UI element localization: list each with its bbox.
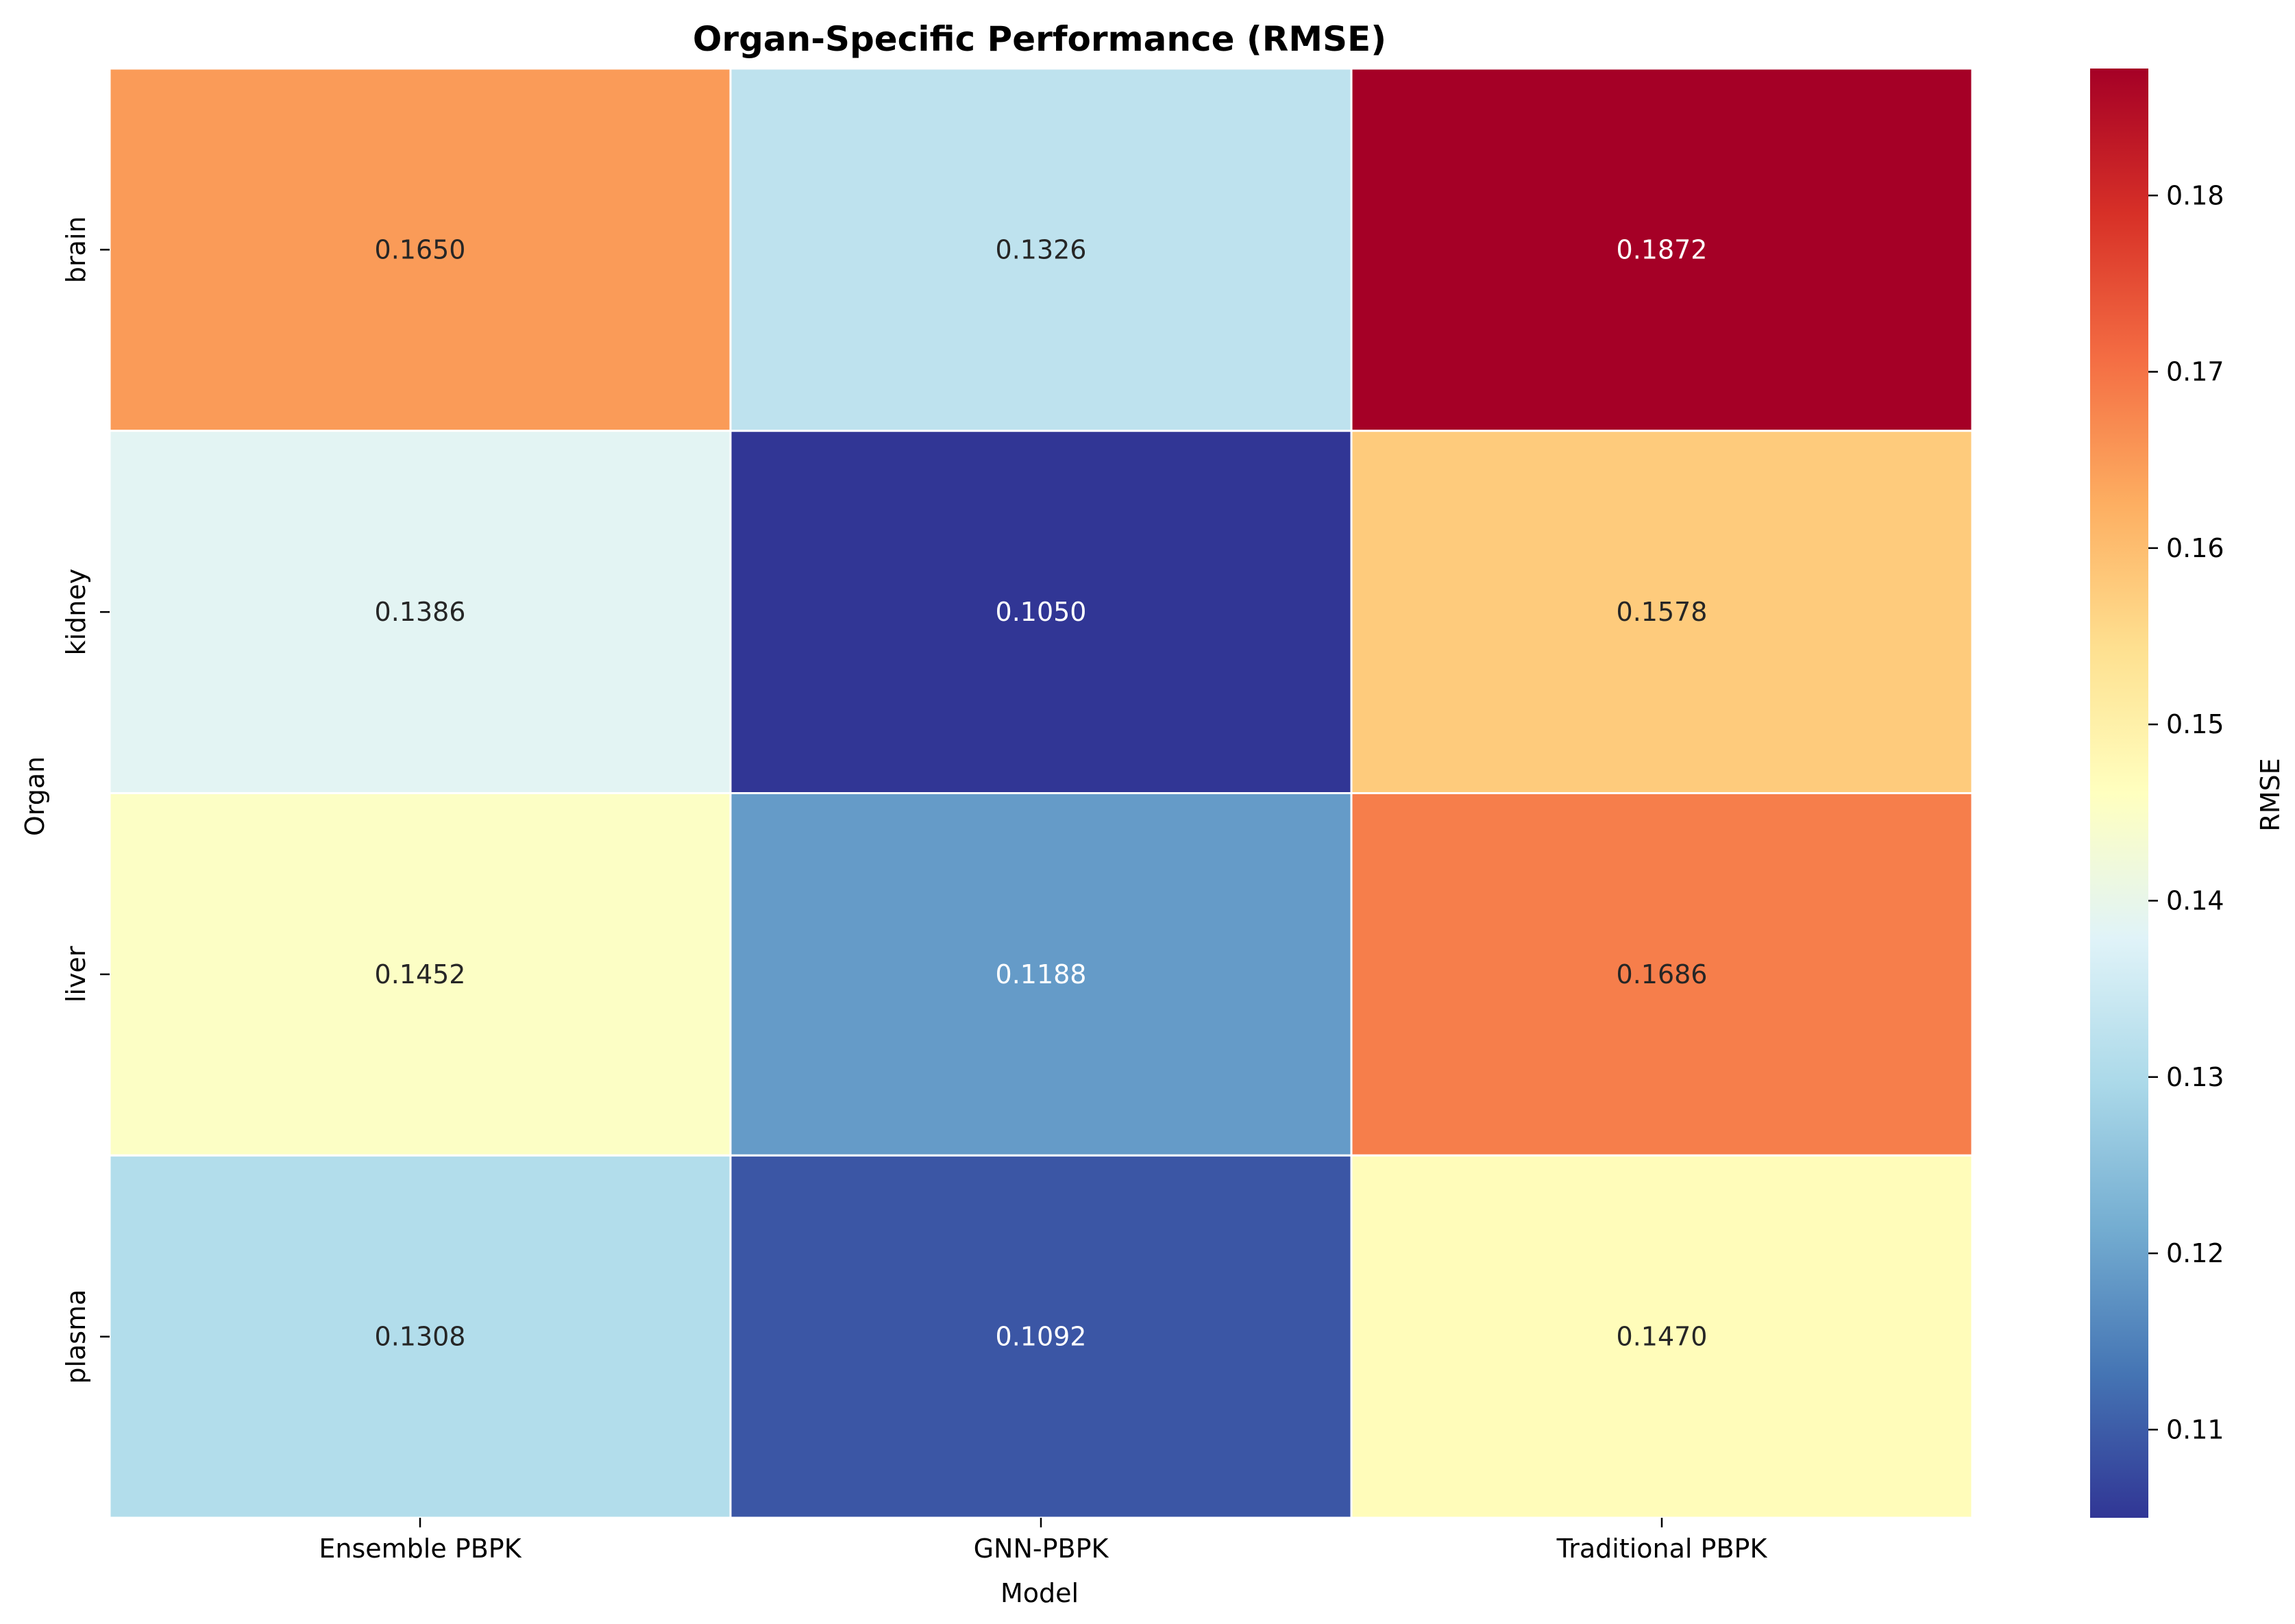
cell-value-label: 0.1326 [996, 234, 1087, 264]
x-axis-label: Model [1001, 1578, 1079, 1608]
cell-value-label: 0.1308 [375, 1322, 466, 1352]
heatmap-cell [108, 67, 732, 432]
y-axis-label: Organ [20, 756, 50, 836]
y-tick-label: liver [61, 946, 91, 1002]
cell-value-label: 0.1686 [1617, 959, 1708, 989]
heatmap-cell [729, 792, 1353, 1157]
cell-value-label: 0.1650 [375, 234, 466, 264]
x-tick-label: GNN-PBPK [974, 1534, 1109, 1564]
y-tick-label: kidney [61, 569, 91, 656]
y-axis-ticks: brain kidney liver plasma [61, 217, 110, 1384]
colorbar-tick-label: 0.15 [2166, 709, 2224, 739]
heatmap-cells: 0.1650 0.1326 0.1872 0.1386 0.1050 0.1578 0.14… [108, 67, 1974, 1519]
y-tick-label: brain [61, 217, 91, 284]
cell-value-label: 0.1452 [375, 959, 466, 989]
colorbar-label: RMSE [2255, 758, 2285, 831]
colorbar-tick-label: 0.13 [2166, 1062, 2224, 1092]
colorbar-tick-label: 0.11 [2166, 1414, 2224, 1444]
cell-value-label: 0.1872 [1617, 234, 1708, 264]
cell-value-label: 0.1092 [996, 1322, 1087, 1352]
heatmap-cell [108, 430, 732, 794]
x-tick-label: Traditional PBPK [1556, 1534, 1768, 1564]
chart-title: Organ-Specific Performance (RMSE) [693, 19, 1386, 59]
x-tick-label: Ensemble PBPK [319, 1534, 521, 1564]
colorbar [2090, 69, 2148, 1518]
colorbar-tick-label: 0.12 [2166, 1238, 2224, 1268]
heatmap-cell [108, 1154, 732, 1519]
heatmap-cell [1350, 67, 1974, 432]
cell-value-label: 0.1470 [1617, 1322, 1708, 1352]
cell-value-label: 0.1188 [996, 959, 1087, 989]
heatmap-cell [729, 67, 1353, 432]
cell-value-label: 0.1050 [996, 597, 1087, 627]
colorbar-tick-label: 0.18 [2166, 180, 2224, 210]
heatmap-cell [108, 792, 732, 1157]
heatmap-cell [1350, 1154, 1974, 1519]
colorbar-tick-label: 0.17 [2166, 357, 2224, 387]
heatmap-cell [729, 430, 1353, 794]
cell-value-label: 0.1386 [375, 597, 466, 627]
heatmap-cell [1350, 430, 1974, 794]
y-tick-label: plasma [61, 1290, 91, 1384]
x-axis-ticks: Ensemble PBPK GNN-PBPK Traditional PBPK [319, 1518, 1767, 1564]
colorbar-tick-label: 0.14 [2166, 885, 2224, 915]
cell-value-label: 0.1578 [1617, 597, 1708, 627]
colorbar-tick-label: 0.16 [2166, 533, 2224, 563]
colorbar-ticks: 0.11 0.12 0.13 0.14 0.15 0.16 0.17 0.18 [2148, 180, 2224, 1444]
